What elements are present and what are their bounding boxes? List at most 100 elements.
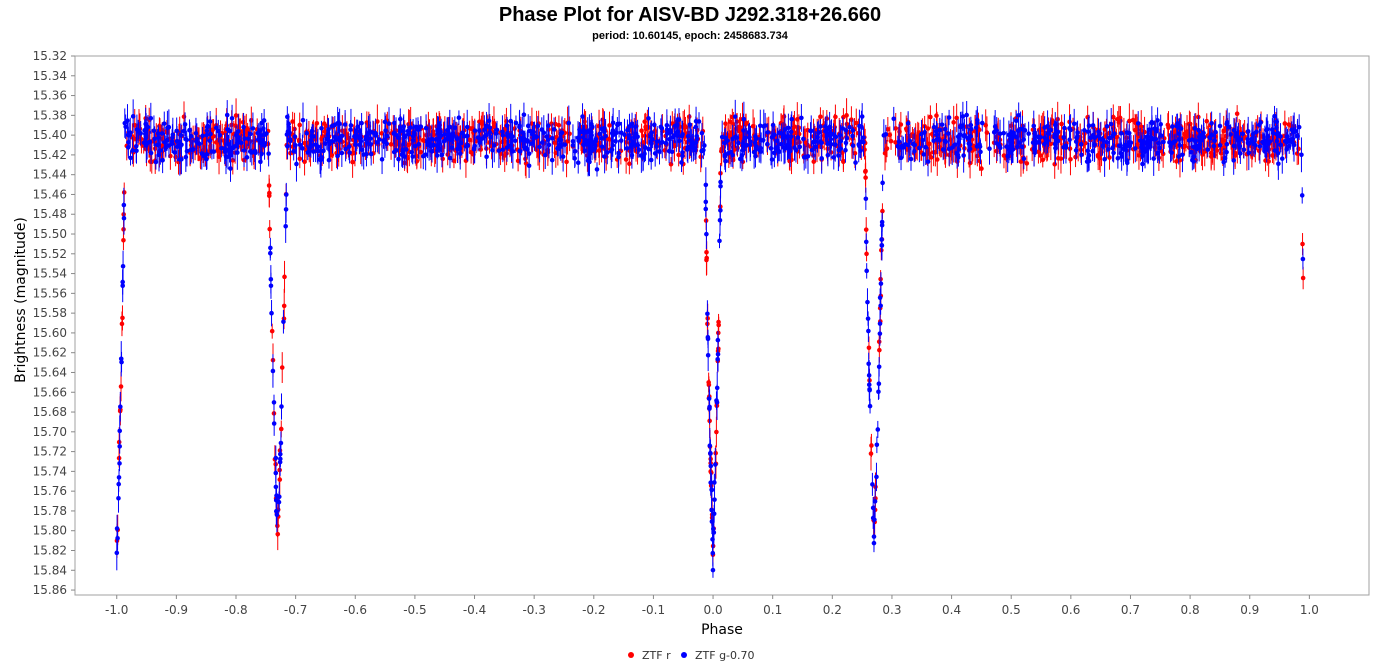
data-point [1241,147,1247,152]
data-point [224,147,229,153]
data-point [567,131,572,137]
data-point [1067,125,1072,131]
data-point [176,142,182,148]
data-point [1121,146,1126,152]
data-point [809,147,815,153]
data-point [1212,138,1218,143]
data-point [865,316,871,321]
data-point [712,497,717,502]
y-tick-label: 15.48 [33,207,67,221]
data-point [266,151,271,156]
data-point [513,120,519,126]
y-tick-label: 15.42 [33,148,67,162]
data-point [555,146,560,151]
data-point [760,137,766,143]
data-point [670,134,676,140]
data-point [1196,127,1201,133]
data-point [1258,120,1263,125]
data-point [954,115,959,121]
data-point [311,149,316,154]
data-point [699,130,705,136]
data-point [707,443,713,449]
data-point [392,130,397,136]
data-point [874,442,880,448]
data-point [1021,156,1027,162]
data-point [410,133,416,139]
data-point [1108,121,1114,127]
data-point [1102,156,1107,162]
data-point [500,147,506,152]
data-point [504,119,509,124]
data-point [575,160,581,165]
data-point [1092,142,1097,148]
data-point [1161,139,1166,145]
data-point [608,149,614,154]
data-point [679,160,684,165]
data-point [866,328,871,334]
data-point [148,115,154,121]
data-point [549,157,555,163]
y-tick-label: 15.44 [33,168,67,182]
data-point [1082,128,1087,133]
data-point [657,149,662,154]
data-point [1127,118,1132,124]
data-point [172,150,178,155]
data-point [344,132,350,137]
data-point [1024,161,1030,166]
data-point [187,127,193,133]
data-point [1238,151,1243,156]
data-point [704,249,709,255]
data-point [1286,122,1292,127]
data-point [1189,137,1195,142]
data-point [261,126,266,131]
data-point [676,152,681,158]
series-ztf-g [114,99,1306,578]
x-tick-label: 0.8 [1181,603,1200,617]
data-point [705,352,711,358]
data-point [526,163,532,169]
data-point [935,136,940,141]
data-point [722,135,728,140]
y-tick-label: 15.84 [33,563,67,577]
data-point [921,152,927,157]
data-point [693,140,699,145]
data-point [253,150,258,156]
data-point [917,145,922,151]
data-point [599,136,605,141]
data-point [115,535,120,541]
data-point [672,123,678,129]
data-point [444,132,450,138]
y-tick-label: 15.40 [33,128,67,142]
data-point [317,157,323,162]
data-point [859,114,865,119]
data-point [876,364,882,370]
data-point [1264,146,1270,152]
data-point [156,152,162,158]
data-point [166,143,172,148]
x-tick-label: 1.0 [1300,603,1319,617]
data-point [246,136,251,141]
data-point [872,499,878,504]
data-point [625,127,630,133]
data-point [964,112,969,118]
data-point [712,480,717,485]
data-point [1052,161,1058,167]
y-tick-label: 15.34 [33,69,67,83]
data-point [418,149,424,155]
data-point [117,428,123,434]
data-point [703,182,709,188]
data-point [375,119,380,124]
data-point [1088,135,1094,141]
data-point [664,122,670,128]
data-point [934,113,939,118]
x-tick-label: 0.4 [942,603,961,617]
data-point [527,128,533,134]
data-point [363,136,369,142]
data-point [1257,144,1263,149]
data-point [307,146,312,152]
data-point [208,131,213,137]
data-point [491,143,497,148]
data-point [320,133,325,139]
data-point [768,146,774,151]
data-point [213,140,219,145]
